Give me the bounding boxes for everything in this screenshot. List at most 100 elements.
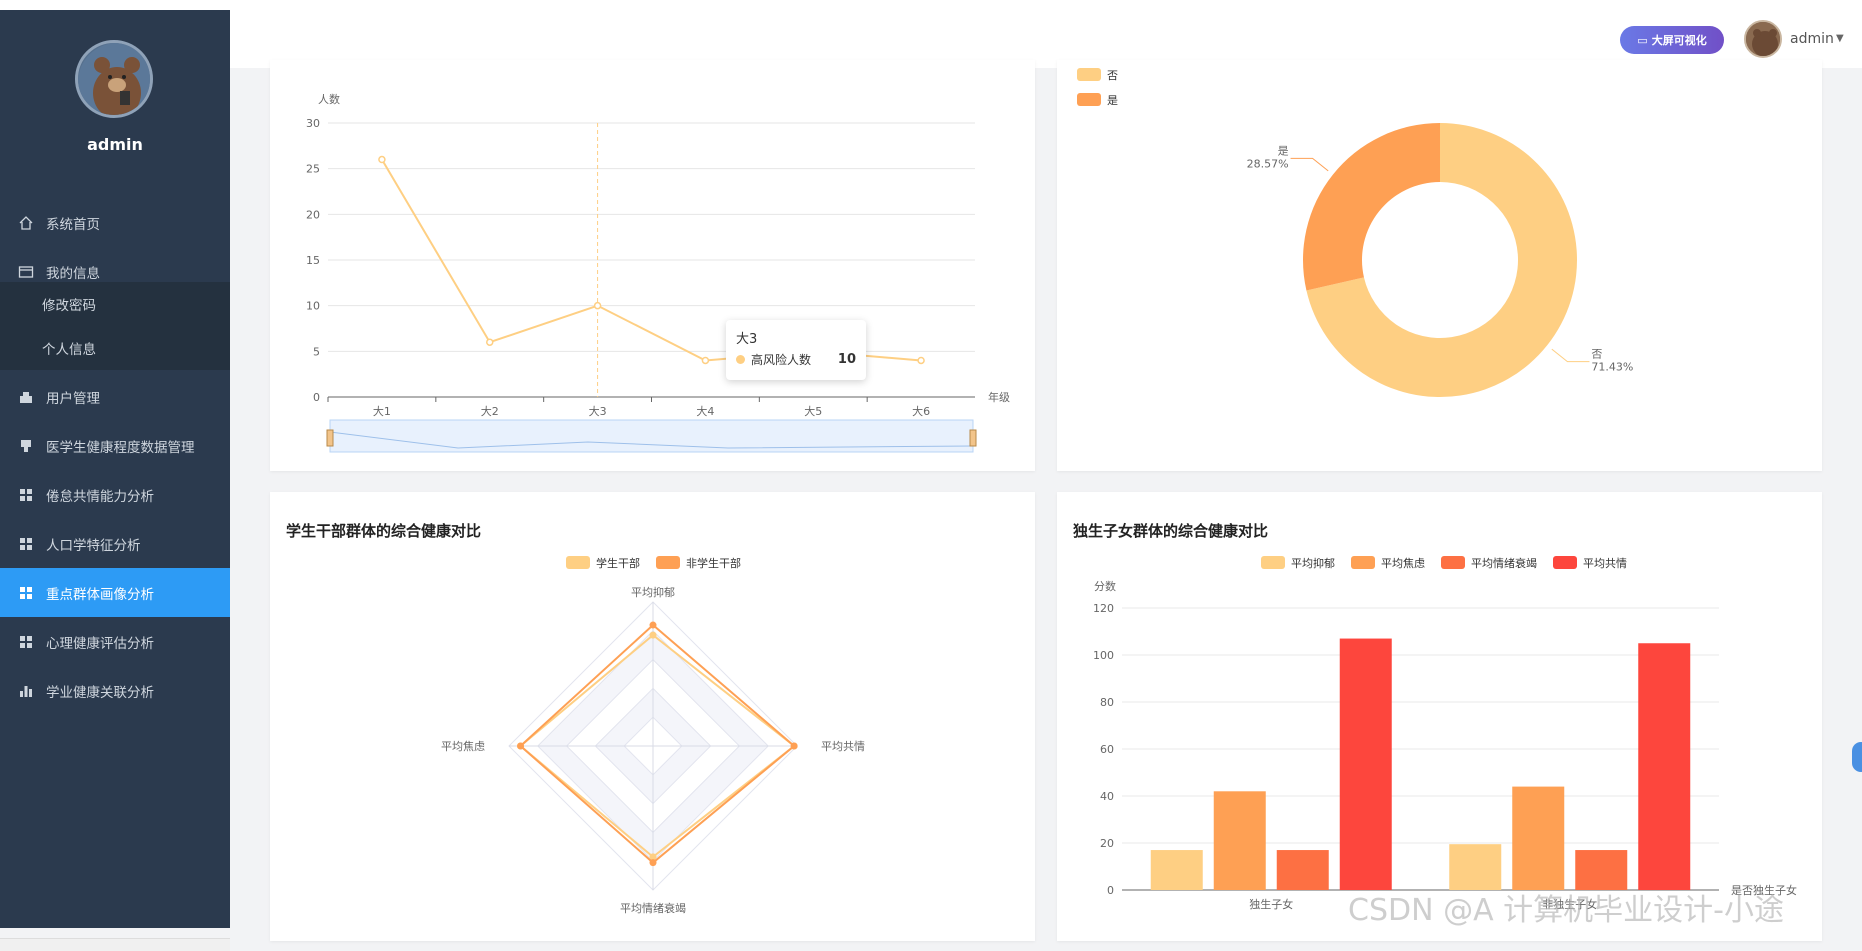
y-tick-label: 0	[1107, 884, 1114, 897]
sidebar-scrollbar[interactable]	[0, 938, 230, 951]
sidebar-item-user-management[interactable]: 用户管理	[0, 372, 230, 421]
y-tick-label: 5	[313, 345, 320, 358]
header-avatar[interactable]	[1744, 20, 1782, 58]
header-user-name[interactable]: admin	[1790, 31, 1834, 47]
radar-indicator-label: 平均焦虑	[441, 740, 485, 753]
avatar	[75, 40, 153, 118]
radar-point	[649, 853, 657, 861]
sidebar-item-label: 倦怠共情能力分析	[46, 488, 154, 505]
sidebar-item-profile[interactable]: 个人信息	[0, 326, 230, 370]
y-tick-label: 40	[1100, 790, 1114, 803]
legend-label: 平均抑郁	[1291, 556, 1335, 570]
y-tick-label: 0	[313, 391, 320, 404]
sidebar-item-change-password[interactable]: 修改密码	[0, 282, 230, 326]
y-tick-label: 15	[306, 254, 320, 267]
sidebar-item-label: 心理健康评估分析	[46, 635, 154, 652]
floating-handle[interactable]	[1852, 742, 1862, 772]
sidebar-item-label: 学业健康关联分析	[46, 684, 154, 701]
bar-chart-card: 独生子女群体的综合健康对比 平均抑郁 平均焦虑 平均情绪衰竭 平均共情 0 20 40 60 8…	[1057, 492, 1822, 941]
sidebar-item-demographics[interactable]: 人口学特征分析	[0, 519, 230, 568]
slice-percent: 71.43%	[1591, 361, 1633, 374]
x-tick-label: 大6	[912, 404, 930, 418]
user-group-icon	[20, 391, 32, 403]
bar	[1150, 850, 1203, 890]
y-tick-label: 60	[1100, 743, 1114, 756]
x-tick-label: 大3	[589, 404, 607, 418]
tooltip-value: 10	[837, 352, 856, 367]
y-tick-label: 120	[1093, 602, 1114, 615]
x-tick-label: 大2	[481, 404, 499, 418]
home-icon	[19, 215, 33, 230]
legend-label: 平均焦虑	[1381, 557, 1425, 570]
data-point	[701, 356, 710, 365]
sidebar-item-data-management[interactable]: 医学生健康程度数据管理	[0, 421, 230, 470]
data-point	[486, 338, 494, 346]
sidebar-item-mental-health[interactable]: 心理健康评估分析	[0, 617, 230, 666]
bigscreen-button[interactable]: ▭ 大屏可视化	[1620, 26, 1724, 54]
radar-point	[790, 742, 798, 750]
data-point	[378, 155, 386, 164]
sidebar-item-label: 医学生健康程度数据管理	[46, 439, 195, 456]
y-tick-label: 25	[306, 163, 320, 176]
line-chart-card: 0 5 10 15 20 25 30 人数 年级 大1 大2 大3 大4 大5 大6 大3 高风险人数 10	[270, 60, 1035, 471]
sidebar-item-label: 人口学特征分析	[46, 537, 141, 554]
top-header	[230, 10, 1862, 68]
legend-swatch	[1077, 93, 1101, 106]
chart-tooltip: 大3 高风险人数 10	[726, 320, 866, 380]
bar-chart: 平均抑郁 平均焦虑 平均情绪衰竭 平均共情 0 20 40 60 80 100 120 分数是否独生子…	[1093, 556, 1797, 911]
sidebar-item-label: 系统首页	[46, 216, 100, 233]
sidebar-item-my-info[interactable]: 我的信息	[0, 247, 230, 296]
chevron-down-icon[interactable]: ▼	[1836, 33, 1844, 44]
bar	[1638, 643, 1691, 890]
bigscreen-label: 大屏可视化	[1651, 34, 1707, 47]
bar	[1213, 791, 1266, 890]
grid-icon	[20, 635, 32, 648]
tooltip-title: 大3	[736, 332, 758, 347]
tooltip-marker	[736, 355, 745, 364]
sidebar-item-burnout-analysis[interactable]: 倦怠共情能力分析	[0, 470, 230, 519]
bar	[1339, 638, 1392, 890]
slice-label-line	[1290, 157, 1329, 172]
bar	[1276, 850, 1329, 890]
legend-label: 非学生干部	[686, 556, 741, 570]
sidebar-user-name: admin	[87, 135, 143, 154]
radar-chart-card: 学生干部群体的综合健康对比 学生干部 非学生干部 平均抑郁 平均共情 平均情绪衰竭 平均焦…	[270, 492, 1035, 941]
data-point	[593, 301, 602, 310]
screen-icon: ▭	[1637, 33, 1648, 47]
sidebar-item-label: 个人信息	[42, 342, 96, 358]
legend-swatch	[566, 556, 590, 569]
legend-swatch	[1441, 556, 1465, 569]
legend-swatch	[656, 556, 680, 569]
y-axis-title: 人数	[318, 93, 340, 106]
radar-point	[649, 631, 657, 639]
sidebar-item-home[interactable]: 系统首页	[0, 198, 230, 247]
browser-top-strip	[0, 0, 1862, 10]
radar-indicator-label: 平均情绪衰竭	[620, 901, 686, 915]
radar-point	[517, 742, 525, 750]
data-icon	[21, 439, 31, 452]
legend-label: 否	[1107, 69, 1118, 82]
radar-indicator-label: 平均抑郁	[631, 585, 675, 599]
bar	[1449, 844, 1502, 890]
grid-icon	[20, 537, 32, 550]
legend-swatch	[1553, 556, 1577, 569]
sidebar: admin 系统首页 我的信息 修改密码 个人信息 用户管理 医学生健康程度数据…	[0, 10, 230, 951]
sidebar-item-label: 我的信息	[46, 265, 100, 282]
legend-label: 平均共情	[1583, 557, 1627, 570]
legend-label: 是	[1107, 94, 1118, 107]
legend-label: 学生干部	[596, 556, 640, 570]
radar-point	[649, 859, 657, 867]
grid-icon	[20, 586, 32, 599]
sidebar-item-label: 用户管理	[46, 390, 100, 407]
sidebar-item-label: 修改密码	[42, 298, 96, 314]
sidebar-item-key-groups[interactable]: 重点群体画像分析	[0, 568, 230, 617]
legend-swatch	[1261, 556, 1285, 569]
sidebar-item-academic-health[interactable]: 学业健康关联分析	[0, 666, 230, 715]
y-tick-label: 30	[306, 117, 320, 130]
legend-swatch	[1351, 556, 1375, 569]
slice-percent: 28.57%	[1247, 157, 1289, 170]
legend-label: 平均情绪衰竭	[1471, 556, 1537, 570]
